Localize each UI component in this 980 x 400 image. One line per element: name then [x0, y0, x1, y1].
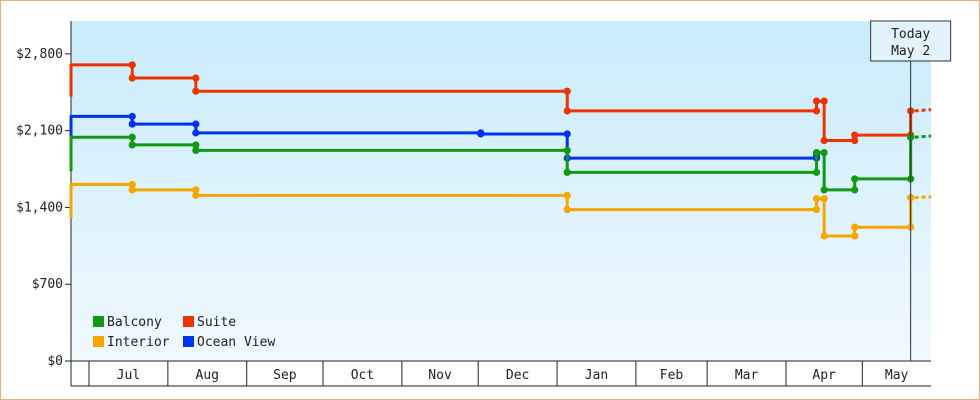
x-tick-label: Jan	[585, 368, 608, 383]
series-point[interactable]	[851, 186, 859, 194]
series-point[interactable]	[812, 149, 821, 157]
legend-swatch	[183, 336, 194, 347]
series-point[interactable]	[820, 149, 828, 157]
series-line	[69, 135, 913, 192]
today-marker: Today May 2	[870, 20, 952, 361]
today-label: Today	[891, 27, 930, 42]
series-point[interactable]	[192, 141, 200, 149]
x-tick-label: Mar	[735, 368, 759, 383]
today-date: May 2	[891, 44, 930, 59]
series-line	[69, 114, 819, 160]
series-point[interactable]	[563, 168, 571, 176]
series-point[interactable]	[812, 195, 821, 203]
legend-label: Balcony	[107, 315, 162, 330]
series-point[interactable]	[128, 186, 136, 194]
series-point[interactable]	[812, 168, 821, 176]
x-tick-label: Aug	[196, 368, 219, 383]
series-point[interactable]	[820, 136, 828, 145]
series-point[interactable]	[192, 146, 200, 155]
series-point[interactable]	[128, 180, 136, 189]
legend-item-suite[interactable]: Suite	[183, 315, 236, 330]
series-point[interactable]	[563, 107, 571, 115]
series-point[interactable]	[128, 74, 136, 82]
series-point[interactable]	[563, 146, 571, 155]
series-point[interactable]	[812, 97, 821, 105]
series-point[interactable]	[192, 74, 200, 82]
x-tick-label: May	[885, 368, 909, 383]
today-label-box	[870, 20, 952, 62]
series-point[interactable]	[128, 133, 136, 141]
series-point[interactable]	[851, 232, 859, 240]
legend-swatch	[93, 336, 104, 347]
series-layer	[69, 61, 932, 240]
legend-swatch	[183, 316, 194, 327]
series-forecast-line	[914, 195, 932, 200]
series-point[interactable]	[563, 206, 571, 214]
series-balcony	[69, 133, 932, 194]
y-tick-label: $2,100	[16, 124, 63, 139]
x-tick-label: Sep	[273, 368, 297, 383]
series-point[interactable]	[851, 131, 859, 139]
plot-area	[71, 21, 931, 361]
legend-label: Interior	[107, 335, 170, 350]
series-point[interactable]	[812, 206, 821, 214]
series-forecast-line	[914, 108, 932, 113]
series-point[interactable]	[563, 87, 571, 95]
y-tick-label: $700	[32, 277, 63, 292]
y-tick-label: $1,400	[16, 200, 63, 215]
series-point[interactable]	[128, 112, 136, 121]
x-tick-label: Apr	[812, 368, 836, 383]
y-tick-label: $0	[47, 354, 63, 369]
series-point[interactable]	[851, 175, 859, 183]
legend-item-balcony[interactable]: Balcony	[93, 315, 162, 330]
series-point[interactable]	[477, 130, 485, 138]
series-point[interactable]	[563, 130, 571, 138]
series-point[interactable]	[820, 186, 828, 194]
y-axis: $0 $700 $1,400 $2,100 $2,800	[16, 21, 72, 386]
series-forecast-line	[914, 134, 932, 139]
legend-item-interior[interactable]: Interior	[93, 335, 170, 350]
series-point[interactable]	[128, 141, 136, 149]
legend-swatch	[93, 316, 104, 327]
x-tick-label: Nov	[428, 368, 452, 383]
series-point[interactable]	[851, 223, 859, 231]
x-axis: Jul Aug Sep Oct Nov Dec Jan Feb Mar Apr May	[71, 360, 931, 387]
series-point[interactable]	[820, 195, 828, 203]
x-tick-label: Jul	[117, 368, 140, 383]
series-point[interactable]	[563, 191, 571, 199]
series-point[interactable]	[192, 120, 200, 128]
series-point[interactable]	[128, 61, 136, 69]
y-tick-label: $2,800	[16, 47, 63, 62]
x-tick-label: Oct	[351, 368, 374, 383]
legend: Balcony Suite Interior Ocean View	[93, 315, 275, 350]
legend-item-ocean-view[interactable]: Ocean View	[183, 335, 275, 350]
series-point[interactable]	[820, 97, 828, 105]
legend-label: Ocean View	[197, 335, 275, 350]
series-point[interactable]	[192, 129, 200, 137]
series-point[interactable]	[812, 107, 821, 115]
series-point[interactable]	[192, 186, 200, 194]
series-point[interactable]	[851, 136, 859, 145]
legend-label: Suite	[197, 315, 236, 330]
series-point[interactable]	[128, 120, 136, 128]
series-suite	[69, 61, 932, 145]
series-point[interactable]	[192, 191, 200, 199]
x-tick-label: Feb	[660, 368, 684, 383]
x-tick-label: Dec	[506, 368, 529, 383]
series-point[interactable]	[192, 87, 200, 95]
series-point[interactable]	[820, 232, 828, 240]
